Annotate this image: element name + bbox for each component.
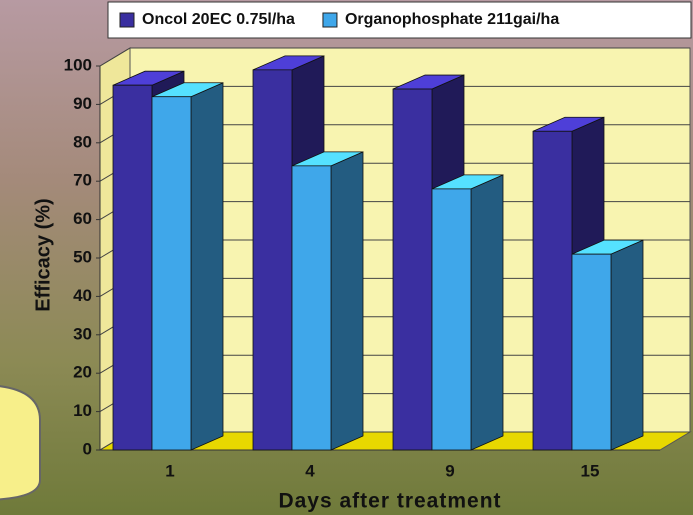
bar <box>292 166 331 450</box>
y-tick-label: 100 <box>64 55 92 74</box>
y-tick-label: 20 <box>73 363 92 382</box>
bar <box>533 131 572 450</box>
chart: 0 10 20 30 40 50 60 70 80 90 100 1 4 9 15 Efficacy (%)… <box>0 0 693 515</box>
decoration <box>0 385 40 500</box>
y-tick-label: 90 <box>73 94 92 113</box>
y-tick-label: 50 <box>73 247 92 266</box>
y-tick-label: 60 <box>73 209 92 228</box>
legend-label: Organophosphate 211gai/ha <box>345 11 559 28</box>
bar-side <box>611 240 643 450</box>
x-tick-label: 15 <box>581 461 600 480</box>
x-axis-label: Days after treatment <box>278 490 501 513</box>
bar <box>152 97 191 450</box>
bar <box>393 89 432 450</box>
x-tick-label: 1 <box>165 461 174 480</box>
bar <box>253 70 292 450</box>
y-tick-label: 40 <box>73 286 92 305</box>
legend-swatch <box>120 13 134 27</box>
bar <box>432 189 471 450</box>
x-tick-label: 4 <box>305 461 315 480</box>
bar-side <box>331 152 363 450</box>
y-tick-label: 80 <box>73 132 92 151</box>
y-tick-label: 10 <box>73 401 92 420</box>
bar <box>572 254 611 450</box>
y-tick-label: 70 <box>73 171 92 190</box>
y-tick-label: 0 <box>83 439 92 458</box>
y-tick-label: 30 <box>73 324 92 343</box>
legend-label: Oncol 20EC 0.75l/ha <box>142 11 295 28</box>
x-tick-label: 9 <box>445 461 454 480</box>
bar <box>113 85 152 450</box>
legend-swatch <box>323 13 337 27</box>
bar-side <box>471 175 503 450</box>
bar-side <box>191 83 223 450</box>
plot: 0 10 20 30 40 50 60 70 80 90 100 1 4 9 15 <box>64 48 690 480</box>
y-axis-label: Efficacy (%) <box>32 198 54 311</box>
